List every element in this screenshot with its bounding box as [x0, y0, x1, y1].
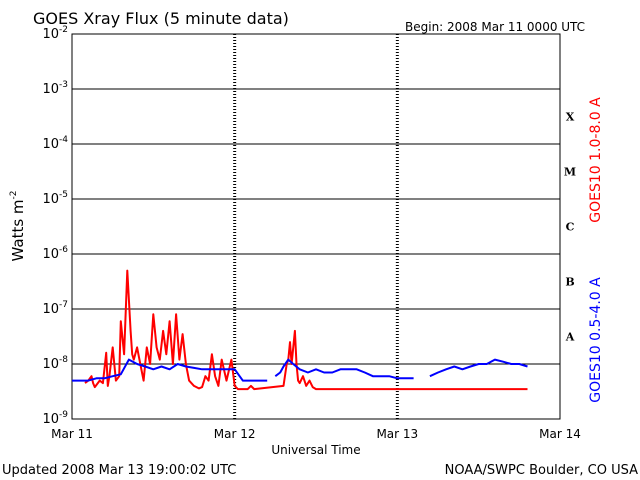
legend-short: GOES10 0.5-4.0 A [588, 277, 604, 403]
y-axis-label-group: Watts m-2 [9, 190, 27, 261]
flare-class-b: B [565, 276, 574, 289]
x-tick-label: Mar 13 [376, 427, 418, 441]
flare-class-labels: X M C B A [564, 111, 576, 344]
chart-title: GOES Xray Flux (5 minute data) [33, 9, 289, 28]
series-layer [72, 269, 528, 391]
y-axis-label-sup: -2 [9, 190, 19, 199]
vertical-day-dividers [233, 34, 399, 419]
series-short-line [429, 358, 528, 378]
series-short-line [72, 358, 268, 382]
y-tick-label: 10-8 [42, 355, 68, 372]
source-label: NOAA/SWPC Boulder, CO USA [445, 463, 638, 478]
updated-label: Updated 2008 Mar 13 19:00:02 UTC [2, 463, 236, 478]
y-tick-label: 10-2 [42, 25, 68, 42]
y-tick-labels: 10-2 10-3 10-4 10-5 10-6 10-7 10-8 10-9 [42, 25, 68, 427]
begin-label: Begin: 2008 Mar 11 0000 UTC [405, 20, 585, 34]
y-tick-label: 10-7 [42, 300, 68, 317]
series-long-line [84, 269, 528, 391]
legend-short-group: GOES10 0.5-4.0 A [588, 277, 604, 403]
y-tick-label: 10-5 [42, 190, 68, 207]
y-axis-label-main: Watts m [9, 199, 27, 261]
x-tick-label: Mar 12 [214, 427, 256, 441]
x-tick-label: Mar 11 [51, 427, 93, 441]
x-tick-labels: Mar 11 Mar 12 Mar 13 Mar 14 [51, 427, 581, 441]
legend-long-group: GOES10 1.0-8.0 A [588, 97, 604, 223]
flare-class-m: M [564, 166, 576, 179]
y-axis-label: Watts m-2 [9, 190, 27, 261]
y-tick-label: 10-9 [42, 410, 68, 427]
flare-class-x: X [566, 111, 575, 124]
horizontal-gridlines [72, 88, 560, 365]
y-tick-label: 10-6 [42, 245, 68, 262]
flare-class-c: C [566, 221, 575, 234]
legend-long: GOES10 1.0-8.0 A [588, 97, 604, 223]
flare-class-a: A [565, 331, 575, 344]
x-axis-label: Universal Time [271, 443, 360, 457]
y-tick-label: 10-3 [42, 80, 68, 97]
x-tick-label: Mar 14 [539, 427, 581, 441]
series-short-line [274, 358, 414, 380]
y-tick-label: 10-4 [42, 135, 68, 152]
plot-frame [71, 33, 561, 420]
